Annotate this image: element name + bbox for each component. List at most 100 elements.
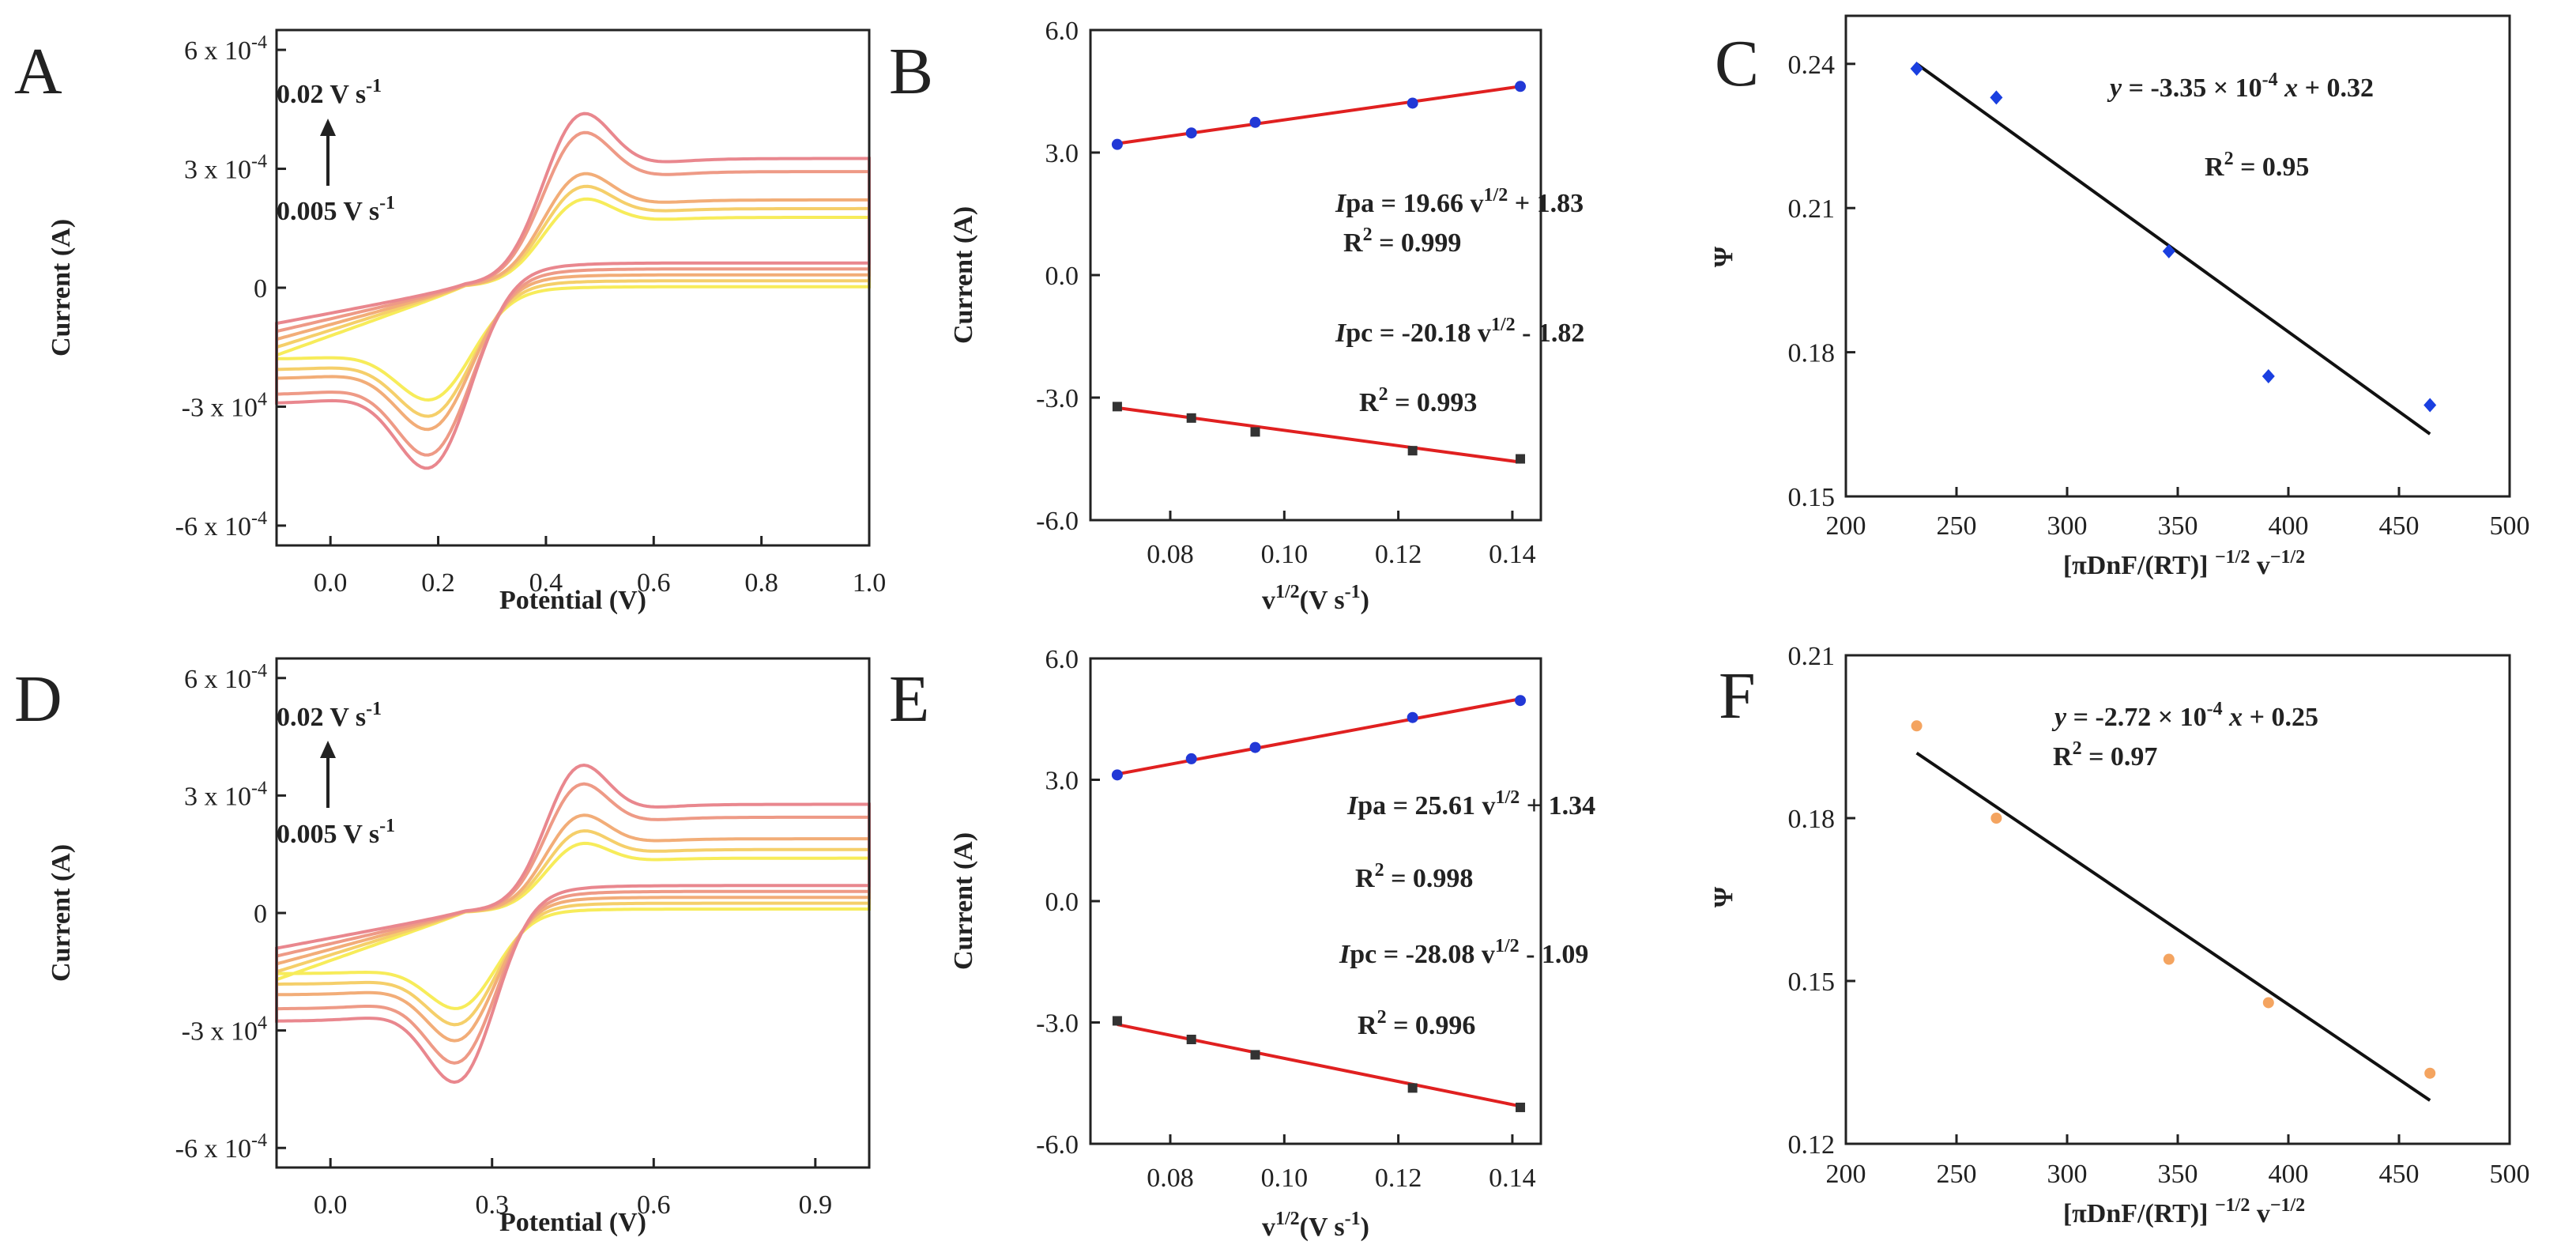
- panel-c-fit-equation: y = -3.35 × 10-4 x + 0.32: [2107, 70, 2374, 103]
- x-tick-label: 0.9: [799, 1190, 833, 1220]
- panel-c-x-ticks: 200 250 300 350 400 450 500: [1826, 487, 2530, 541]
- cathodic-point: [1516, 1102, 1526, 1112]
- panel-f-fit-equation: y = -2.72 × 10-4 x + 0.25: [2051, 699, 2318, 732]
- panel-c-r2: R2 = 0.95: [2205, 149, 2309, 182]
- psi-point: [1911, 720, 1923, 732]
- y-tick-label: -6 x 10-4: [175, 508, 267, 541]
- panel-d-frame: [275, 657, 871, 1169]
- anodic-point: [1249, 116, 1261, 128]
- x-tick-label: 1.0: [853, 568, 887, 598]
- x-tick-label: 250: [1937, 511, 1977, 541]
- panel-c-x-axis-title: [πDnF/(RT)] −1/2 v−1/2: [2063, 547, 2305, 580]
- x-tick-label: 200: [1826, 1160, 1866, 1189]
- x-tick-label: 400: [2269, 1160, 2309, 1189]
- psi-fit-line: [1915, 751, 2431, 1102]
- y-tick-label: 0.15: [1788, 483, 1836, 512]
- x-tick-label: 0.10: [1261, 1164, 1309, 1193]
- anodic-point: [1249, 741, 1261, 753]
- panel-e-x-ticks: 0.08 0.10 0.12 0.14: [1147, 1134, 1536, 1193]
- panel-f-y-ticks: 0.21 0.18 0.15 0.12: [1788, 642, 1855, 1160]
- panel-e-y-ticks: 6.0 3.0 0.0 -3.0 -6.0: [1036, 645, 1100, 1160]
- x-tick-label: 450: [2379, 1160, 2420, 1189]
- y-tick-label: 0.0: [1045, 262, 1079, 291]
- panel-label-c: C: [1715, 27, 1759, 100]
- anodic-point: [1407, 97, 1418, 109]
- y-tick-label: 0.18: [1788, 339, 1836, 368]
- x-tick-label: 350: [2158, 511, 2198, 541]
- cv-curve-5: [275, 111, 871, 470]
- y-tick-label: -6.0: [1036, 1130, 1079, 1160]
- x-tick-label: 300: [2047, 1160, 2088, 1189]
- x-tick-label: 250: [1937, 1160, 1977, 1189]
- y-tick-label: 0.18: [1788, 805, 1836, 834]
- cathodic-point: [1186, 1034, 1196, 1044]
- x-tick-label: 0.2: [421, 568, 455, 598]
- panel-d-scan-rate-high: 0.02 V s-1: [277, 699, 382, 732]
- y-tick-label: 3 x 10-4: [184, 778, 267, 811]
- panel-d-arrow-head-icon: [320, 741, 336, 758]
- panel-d-scan-rate-low: 0.005 V s-1: [277, 816, 395, 849]
- panel-f-r2: R2 = 0.97: [2053, 738, 2157, 771]
- x-tick-label: 0.6: [637, 1190, 671, 1220]
- y-tick-label: 6.0: [1045, 645, 1079, 674]
- x-tick-label: 0.0: [314, 1190, 348, 1220]
- anodic-point: [1111, 769, 1123, 781]
- cathodic-point: [1407, 446, 1418, 456]
- x-tick-label: 0.14: [1489, 540, 1536, 569]
- y-tick-label: 3.0: [1045, 767, 1079, 796]
- psi-point: [1910, 61, 1923, 76]
- panel-a-x-axis-title: Potential (V): [499, 586, 646, 615]
- panel-label-d: D: [14, 662, 62, 736]
- panel-b-cathodic-r2: R2 = 0.993: [1359, 384, 1477, 417]
- panel-b-anodic-equation: Ipa = 19.66 v1/2 + 1.83: [1335, 185, 1584, 218]
- anodic-fit-line: [1117, 85, 1521, 145]
- panel-b-marks: [1111, 81, 1527, 464]
- cathodic-point: [1186, 413, 1196, 423]
- psi-point: [2262, 997, 2274, 1009]
- panel-a-scan-rate-low: 0.005 V s-1: [277, 193, 395, 226]
- panel-a-x-ticks: 0.0 0.2 0.4 0.6 0.8 1.0: [314, 536, 886, 598]
- panel-e: E 6.0 3.0 0.0 -3.0 -6.0 0.08 0.10 0.12 0.14 v1/…: [889, 645, 1595, 1242]
- x-tick-label: 0.14: [1489, 1164, 1536, 1193]
- anodic-point: [1515, 695, 1527, 707]
- x-tick-label: 0.3: [475, 1190, 509, 1220]
- panel-a: A 6 x 10-4 3 x 10-4 0 -3 x 104 -6 x 10-4 0.0…: [14, 28, 886, 615]
- psi-point: [1990, 90, 2003, 105]
- y-tick-label: -3.0: [1036, 1009, 1079, 1039]
- x-tick-label: 0.08: [1147, 540, 1194, 569]
- anodic-fit-line: [1117, 697, 1521, 776]
- x-tick-label: 350: [2158, 1160, 2198, 1189]
- x-tick-label: 0.08: [1147, 1164, 1194, 1193]
- panel-d-x-axis-title: Potential (V): [499, 1208, 646, 1237]
- cathodic-point: [1407, 1083, 1418, 1093]
- panel-b: B 6.0 3.0 0.0 -3.0 -6.0 0.08 0.10 0.12 0.14 v1/…: [889, 17, 1584, 615]
- panel-e-frame: [1089, 657, 1542, 1145]
- y-tick-label: 0: [254, 274, 267, 304]
- panel-d-curves: [275, 763, 871, 1085]
- panel-f-x-ticks: 200 250 300 350 400 450 500: [1826, 1134, 2530, 1189]
- panel-d-y-axis-title: Current (A): [47, 844, 76, 982]
- y-tick-label: 3.0: [1045, 139, 1079, 168]
- cv-curve-1: [275, 197, 871, 402]
- panel-b-anodic-r2: R2 = 0.999: [1343, 224, 1461, 258]
- panel-d: D 6 x 10-4 3 x 10-4 0 -3 x 104 -6 x 10-4 0.0…: [14, 657, 871, 1237]
- x-tick-label: 500: [2490, 511, 2530, 541]
- anodic-point: [1407, 711, 1418, 723]
- panel-e-anodic-equation: Ipa = 25.61 v1/2 + 1.34: [1346, 787, 1595, 821]
- panel-c: C 0.24 0.21 0.18 0.15 200 250 300 350 400 450 500…: [1709, 14, 2530, 580]
- y-tick-label: -6 x 10-4: [175, 1130, 267, 1164]
- y-tick-label: -6.0: [1036, 507, 1079, 536]
- anodic-point: [1515, 81, 1527, 92]
- anodic-point: [1185, 753, 1197, 764]
- panel-b-cathodic-equation: Ipc = -20.18 v1/2 - 1.82: [1335, 315, 1584, 348]
- y-tick-label: -3 x 104: [182, 389, 267, 422]
- panel-c-y-axis-title: Ψ: [1709, 246, 1738, 267]
- y-tick-label: 0.21: [1788, 194, 1836, 224]
- panel-e-cathodic-r2: R2 = 0.996: [1358, 1007, 1475, 1040]
- x-tick-label: 0.8: [744, 568, 778, 598]
- psi-point: [2163, 953, 2175, 965]
- panel-b-x-ticks: 0.08 0.10 0.12 0.14: [1147, 511, 1536, 569]
- panel-c-marks: [1910, 61, 2437, 436]
- cathodic-fit-line: [1117, 1023, 1521, 1108]
